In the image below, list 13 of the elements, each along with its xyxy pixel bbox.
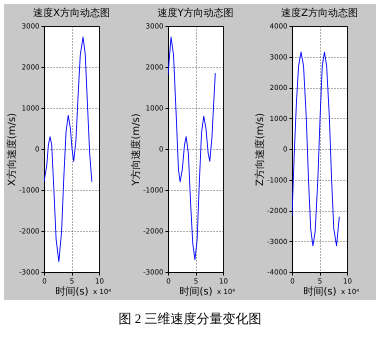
- x-axis-title: 时间(s): [303, 286, 337, 298]
- line-series: [292, 52, 340, 246]
- chart-title: 速度Z方向动态图: [281, 7, 358, 19]
- line-series: [44, 36, 92, 262]
- chart-title: 速度X方向动态图: [33, 7, 110, 19]
- y-axis-title: Z方向速度(m/s): [254, 112, 266, 186]
- x-axis-title: 时间(s): [179, 286, 213, 298]
- caption: 图 2 三维速度分量变化图: [118, 310, 262, 328]
- x-axis-title: 时间(s): [55, 286, 89, 298]
- y-axis-title: X方向速度(m/s): [6, 112, 18, 186]
- chart-title: 速度Y方向动态图: [157, 7, 234, 19]
- line-series: [168, 36, 216, 260]
- y-axis-title: Y方向速度(m/s): [130, 113, 142, 187]
